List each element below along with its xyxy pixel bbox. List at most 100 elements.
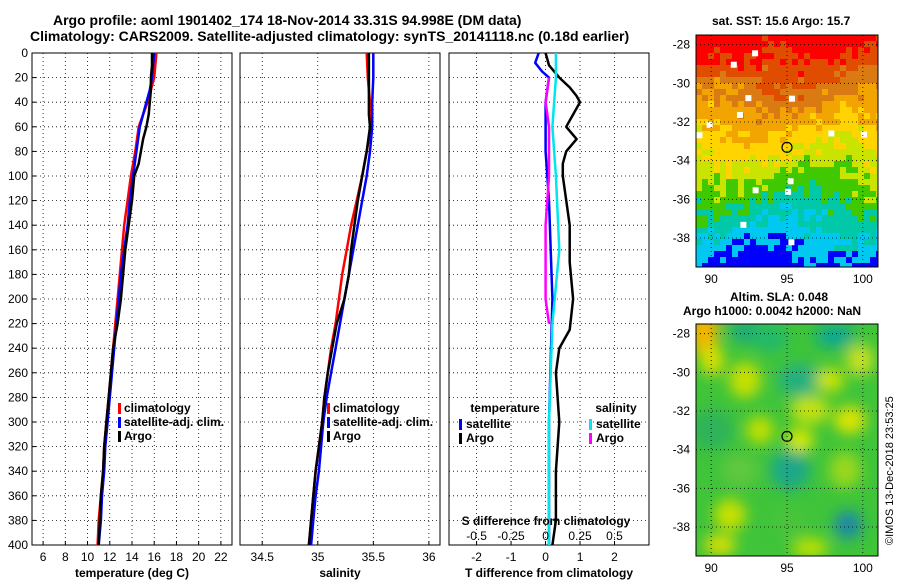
sst-cell (762, 35, 768, 41)
sst-cell (726, 257, 732, 263)
x-tick-label: 8 (62, 550, 69, 564)
sst-cell (696, 89, 702, 95)
sst-cell (822, 59, 828, 65)
sst-cell (876, 221, 878, 227)
sst-cell (876, 197, 878, 203)
sst-cell (798, 155, 804, 161)
sst-cell (792, 47, 798, 53)
sst-cell (858, 35, 864, 41)
sst-cell (738, 197, 744, 203)
sst-cell (798, 131, 804, 137)
sst-cell (792, 41, 798, 47)
sst-cell (726, 179, 732, 185)
sst-cell (864, 107, 870, 113)
sst-cell (768, 263, 774, 267)
sst-cell (798, 161, 804, 167)
sst-cell (720, 197, 726, 203)
sst-cell (738, 191, 744, 197)
sst-cell (744, 65, 750, 71)
sst-cell (870, 137, 876, 143)
sst-cell (726, 47, 732, 53)
y-tick-label: 300 (8, 415, 28, 429)
sst-cell (816, 197, 822, 203)
sst-cell (810, 227, 816, 233)
sst-cloud-gap (785, 188, 792, 195)
sst-cell (804, 173, 810, 179)
sst-cell (768, 257, 774, 263)
sst-cell (750, 125, 756, 131)
sst-cell (816, 41, 822, 47)
sst-cell (828, 71, 834, 77)
sst-cell (744, 71, 750, 77)
sst-cell (828, 119, 834, 125)
sst-cloud-gap (788, 239, 795, 246)
sst-cell (858, 83, 864, 89)
sst-cell (798, 83, 804, 89)
sst-cell (750, 239, 756, 245)
sst-cell (858, 131, 864, 137)
sst-cell (858, 41, 864, 47)
sst-cell (870, 131, 876, 137)
sst-cell (816, 143, 822, 149)
sst-cell (720, 167, 726, 173)
sst-cell (702, 155, 708, 161)
sst-cell (810, 101, 816, 107)
sst-cell (702, 95, 708, 101)
sst-cell (786, 59, 792, 65)
sst-cell (858, 53, 864, 59)
top-axis-label: S difference from climatology (462, 514, 631, 528)
sst-cell (834, 35, 840, 41)
sst-cell (786, 173, 792, 179)
sst-cell (864, 233, 870, 239)
sst-cell (858, 161, 864, 167)
sst-cell (780, 209, 786, 215)
sst-cell (744, 227, 750, 233)
sst-cell (750, 65, 756, 71)
sst-cell (840, 239, 846, 245)
sst-cell (744, 101, 750, 107)
sst-cell (828, 209, 834, 215)
sst-cell (762, 263, 768, 267)
sst-cell (780, 101, 786, 107)
sst-cell (762, 203, 768, 209)
sst-cell (744, 107, 750, 113)
sst-cell (726, 185, 732, 191)
sst-cell (732, 173, 738, 179)
sst-cell (786, 203, 792, 209)
sst-cell (768, 209, 774, 215)
sla-blob (770, 450, 810, 490)
sst-cell (846, 143, 852, 149)
sst-cell (840, 53, 846, 59)
sst-cell (708, 215, 714, 221)
sst-cell (828, 47, 834, 53)
sst-cell (822, 77, 828, 83)
sst-cell (780, 143, 786, 149)
sst-cell (762, 209, 768, 215)
sst-cell (708, 251, 714, 257)
sst-cell (756, 41, 762, 47)
sst-cell (780, 107, 786, 113)
sst-cell (702, 167, 708, 173)
sst-cell (738, 125, 744, 131)
sst-cloud-gap (828, 130, 835, 137)
sst-cell (816, 53, 822, 59)
sst-cloud-gap (706, 121, 713, 128)
sst-cell (732, 149, 738, 155)
sst-cell (876, 209, 878, 215)
sst-cell (810, 251, 816, 257)
sst-cell (768, 131, 774, 137)
sst-cell (858, 95, 864, 101)
sst-cell (840, 95, 846, 101)
sst-cell (834, 95, 840, 101)
sst-cell (828, 53, 834, 59)
sst-cell (726, 215, 732, 221)
sst-cell (798, 65, 804, 71)
sst-cell (774, 155, 780, 161)
sst-cell (762, 161, 768, 167)
sst-cell (870, 167, 876, 173)
sst-cell (702, 239, 708, 245)
sst-cell (852, 191, 858, 197)
sst-cell (828, 113, 834, 119)
sst-cell (792, 179, 798, 185)
sst-cell (816, 59, 822, 65)
